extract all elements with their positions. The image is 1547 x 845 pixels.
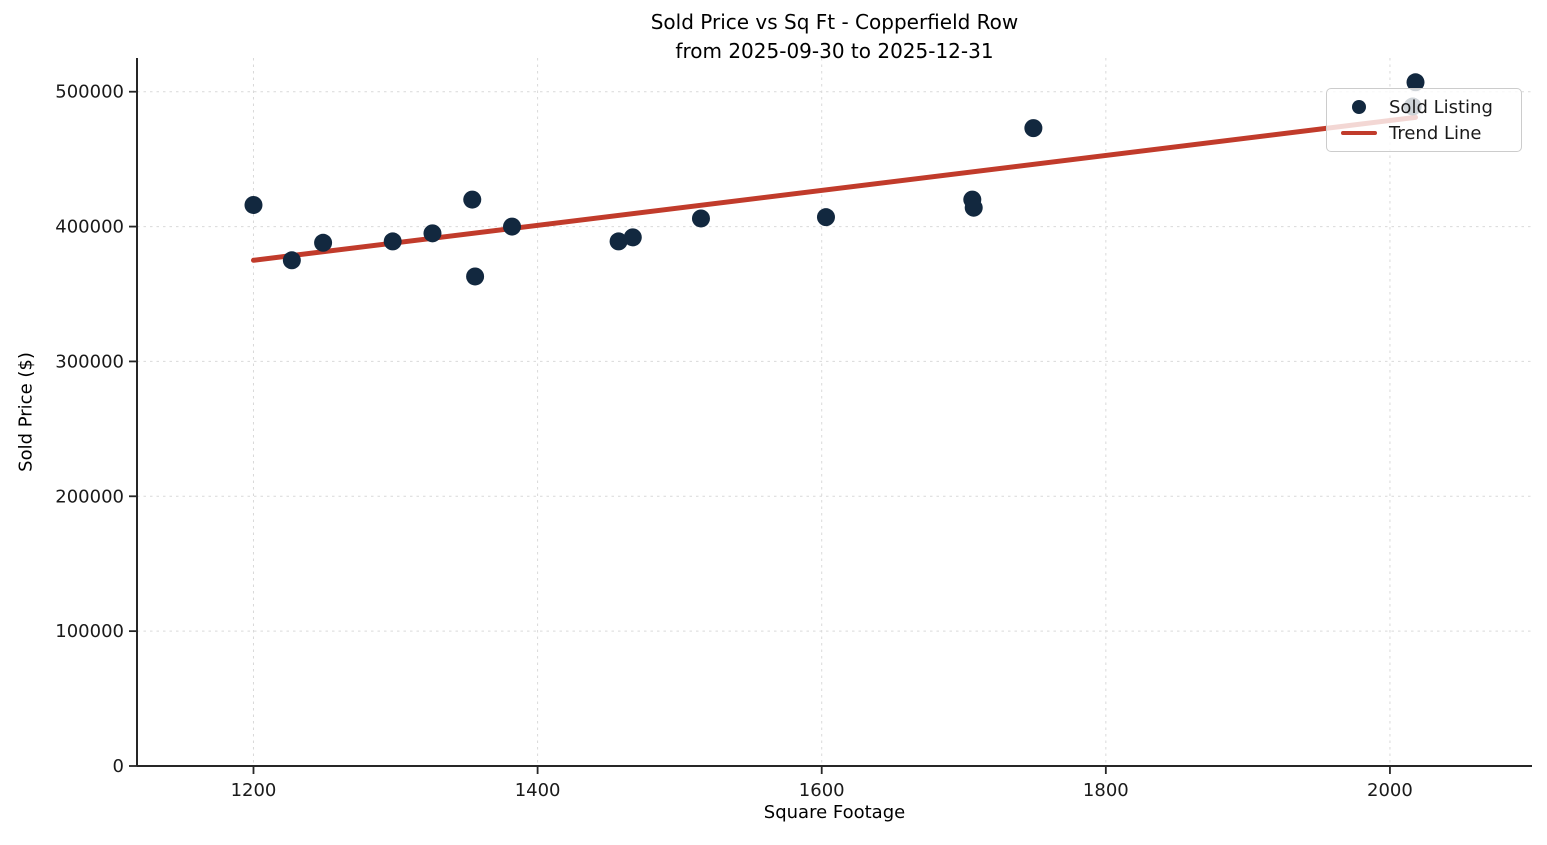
legend: Sold Listing Trend Line (1326, 88, 1522, 152)
legend-marker-wrap (1339, 131, 1379, 135)
trend-line-marker-icon (1341, 131, 1377, 135)
y-tick-label: 500000 (55, 82, 124, 103)
x-tick-label: 1600 (799, 780, 845, 801)
scatter-point (623, 228, 642, 247)
sold-listing-marker-icon (1352, 100, 1366, 114)
y-axis-label: Sold Price ($) (15, 352, 37, 472)
scatter-point (1024, 119, 1043, 138)
scatter-point (609, 232, 628, 251)
trend-line (250, 114, 1419, 263)
scatter-point (282, 251, 301, 270)
scatter-point (466, 267, 485, 286)
scatter-point (1406, 73, 1425, 92)
x-tick-label: 1400 (515, 780, 561, 801)
scatter-point (244, 195, 263, 214)
x-tick-label: 2000 (1367, 780, 1413, 801)
y-tick-label: 400000 (55, 217, 124, 238)
y-tick-label: 200000 (55, 486, 124, 507)
legend-item-trend-line: Trend Line (1339, 120, 1509, 146)
y-tick-label: 0 (113, 756, 124, 777)
scatter-point (691, 209, 710, 228)
chart-title: Sold Price vs Sq Ft - Copperfield Row fr… (137, 8, 1532, 66)
y-tick-label: 300000 (55, 351, 124, 372)
chart-title-line1: Sold Price vs Sq Ft - Copperfield Row (650, 10, 1019, 34)
chart-title-line2: from 2025-09-30 to 2025-12-31 (675, 39, 994, 63)
y-tick-label: 100000 (55, 621, 124, 642)
scatter-point (314, 233, 333, 252)
legend-label-trend-line: Trend Line (1389, 122, 1482, 144)
scatter-point (423, 224, 442, 243)
scatter-point (816, 208, 835, 227)
scatter-point (964, 198, 983, 217)
scatter-point (383, 232, 402, 251)
x-axis-label: Square Footage (763, 802, 906, 823)
legend-label-sold-listing: Sold Listing (1389, 96, 1493, 118)
legend-marker-wrap (1339, 100, 1379, 114)
x-tick-label: 1800 (1083, 780, 1129, 801)
scatter-point (463, 190, 482, 209)
scatter-point (503, 217, 522, 236)
legend-item-sold-listing: Sold Listing (1339, 94, 1509, 120)
x-tick-label: 1200 (231, 780, 277, 801)
